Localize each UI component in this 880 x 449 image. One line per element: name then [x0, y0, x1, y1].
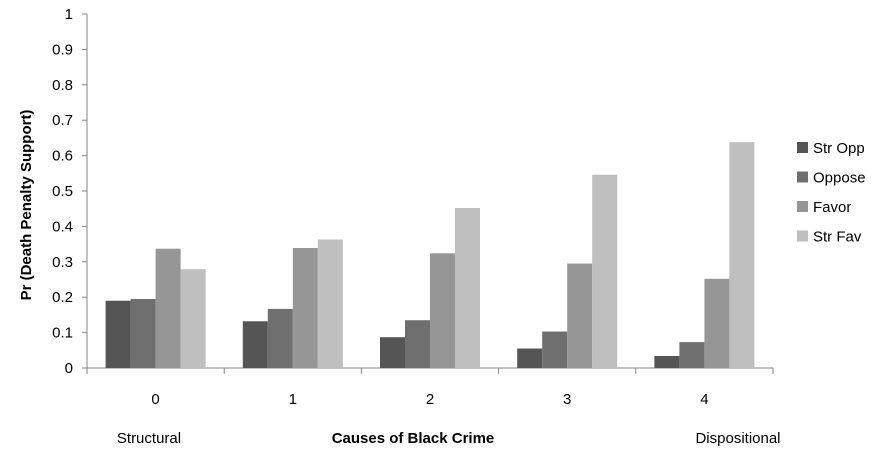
y-tick-label: 0.1 [52, 325, 73, 342]
legend-swatch [797, 171, 808, 183]
bar-str-opp-1 [242, 321, 268, 368]
bar-str-opp-2 [380, 337, 405, 368]
bar-oppose-0 [130, 298, 156, 368]
bar-favor-3 [567, 263, 593, 368]
y-tick-label: 0.9 [52, 41, 73, 58]
y-tick-label: 0 [65, 360, 73, 377]
annotation-dispositional: Dispositional [695, 430, 780, 447]
bar-str-opp-4 [654, 355, 680, 368]
legend-label: Oppose [813, 170, 866, 187]
bar-oppose-4 [679, 342, 705, 368]
legend-label: Str Opp [813, 140, 865, 157]
y-axis-title: Pr (Death Penalty Support) [18, 110, 35, 301]
y-tick-label: 0.8 [52, 77, 73, 94]
bar-favor-0 [155, 248, 181, 368]
y-tick-label: 0.2 [52, 289, 73, 306]
y-axis-ticks: 0 0.1 0.2 0.3 0.4 0.5 0.6 0.7 0.8 0.9 1 [52, 6, 87, 377]
y-tick-label: 0.6 [52, 148, 73, 165]
bar-str-fav-2 [455, 207, 480, 368]
bar-str-fav-4 [729, 142, 755, 368]
x-tick-label: 1 [289, 391, 297, 408]
bar-str-fav-1 [317, 239, 343, 368]
bar-favor-4 [704, 278, 730, 368]
bar-str-fav-3 [592, 174, 618, 368]
y-tick-label: 0.5 [52, 183, 73, 200]
y-tick-label: 0.7 [52, 112, 73, 129]
x-axis-ticks: 0 1 2 3 4 [86, 368, 774, 408]
legend-label: Favor [813, 199, 851, 216]
legend-swatch [797, 230, 808, 242]
x-tick-label: 2 [426, 391, 434, 408]
x-tick-label: 3 [563, 391, 571, 408]
bar-str-opp-3 [517, 348, 543, 368]
y-tick-label: 0.4 [52, 218, 73, 235]
bar-str-opp-0 [105, 300, 131, 368]
bar-favor-2 [430, 253, 455, 368]
bar-oppose-3 [542, 331, 568, 368]
y-tick-label: 0.3 [52, 254, 73, 271]
bar-oppose-1 [267, 308, 293, 368]
annotation-structural: Structural [117, 430, 181, 447]
x-tick-label: 4 [700, 391, 708, 408]
legend-label: Str Fav [813, 229, 862, 246]
bar-favor-1 [292, 247, 318, 368]
x-axis-title: Causes of Black Crime [332, 430, 495, 447]
legend-swatch [797, 142, 808, 153]
bar-str-fav-0 [180, 269, 206, 368]
bar-oppose-2 [405, 320, 430, 368]
legend: Str Opp Oppose Favor Str Fav [797, 140, 866, 246]
x-tick-label: 0 [151, 391, 159, 408]
y-tick-label: 1 [65, 6, 73, 23]
legend-swatch [797, 201, 808, 212]
bars [105, 142, 755, 368]
